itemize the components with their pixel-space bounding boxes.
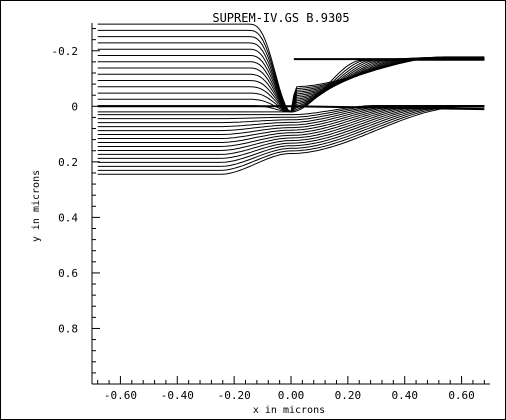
x-tick-label: -0.20 (218, 389, 251, 402)
x-tick-label: 0.60 (448, 389, 475, 402)
x-tick-label: 0.40 (391, 389, 418, 402)
x-tick-label: 0.00 (278, 389, 305, 402)
ticks: -0.200.20.40.60.8-0.60 -0.40 -0.20 0.00 0.20… (52, 28, 485, 402)
contour-line (97, 42, 485, 113)
x-tick-label: -0.60 (104, 389, 137, 402)
surface-line (290, 105, 485, 111)
contour-line (97, 58, 485, 113)
contour-line (97, 59, 485, 113)
contour-line (97, 106, 485, 151)
contour-line (97, 58, 485, 113)
y-tick-label: -0.2 (52, 45, 79, 58)
contour-line (97, 106, 485, 175)
contour-line (97, 106, 485, 163)
y-tick-label: 0.2 (58, 156, 78, 169)
contour-line (97, 59, 485, 113)
axes (91, 23, 490, 385)
y-tick-label: 0.8 (58, 322, 78, 335)
y-axis-label: y in microns (31, 170, 42, 242)
contour-line (97, 58, 485, 113)
contour-line (97, 106, 485, 167)
contour-line (97, 58, 485, 113)
contour-line (97, 55, 485, 113)
x-axis-label: x in microns (253, 405, 325, 416)
y-tick-label: 0.4 (58, 211, 78, 224)
x-tick-label: 0.20 (335, 389, 362, 402)
y-tick-label: 0.6 (58, 267, 78, 280)
x-tick-label: -0.40 (161, 389, 194, 402)
contour-lines (97, 23, 485, 175)
y-tick-label: 0 (71, 100, 78, 113)
contour-line (97, 106, 485, 171)
contour-line (97, 57, 485, 113)
chart-title: SUPREM-IV.GS B.9305 (212, 11, 349, 25)
